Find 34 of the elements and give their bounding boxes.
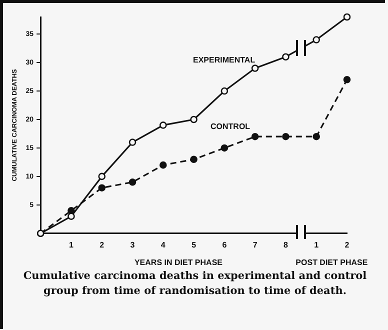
point <box>343 13 351 21</box>
point <box>282 132 290 140</box>
x-tick-label: 2 <box>100 240 105 250</box>
point <box>282 53 290 61</box>
x-tick-label: 6 <box>222 240 228 250</box>
x-tick-label: 4 <box>160 240 166 250</box>
x-tick-label: 1 <box>314 240 320 250</box>
text: Cumulative carcinoma deaths in experimental and control group from time of randomisation to time of death. <box>22 269 368 299</box>
point <box>312 132 320 140</box>
point <box>220 144 228 152</box>
point <box>190 116 198 124</box>
point <box>312 36 320 44</box>
text: POST DIET PHASE <box>296 258 368 268</box>
series-label: CONTROL <box>210 122 250 131</box>
x-tick-label: 3 <box>130 240 136 250</box>
point <box>251 64 259 72</box>
point <box>160 161 167 169</box>
point <box>220 87 228 95</box>
point <box>343 76 351 84</box>
point <box>251 132 259 140</box>
point <box>68 212 75 220</box>
point <box>190 156 198 164</box>
point <box>98 172 106 180</box>
point <box>128 138 136 146</box>
x-axis-title: YEARS IN DIET PHASE <box>134 258 224 268</box>
point <box>128 178 136 186</box>
x-tick-label: 1 <box>69 240 74 250</box>
x-tick-label: 2 <box>344 240 350 250</box>
point <box>98 184 106 192</box>
point <box>160 122 167 129</box>
x-tick-label: 8 <box>283 240 288 250</box>
series-label: EXPERIMENTAL <box>193 55 256 64</box>
x-tick-label: 7 <box>252 240 258 250</box>
x-tick-label: 5 <box>192 240 197 250</box>
